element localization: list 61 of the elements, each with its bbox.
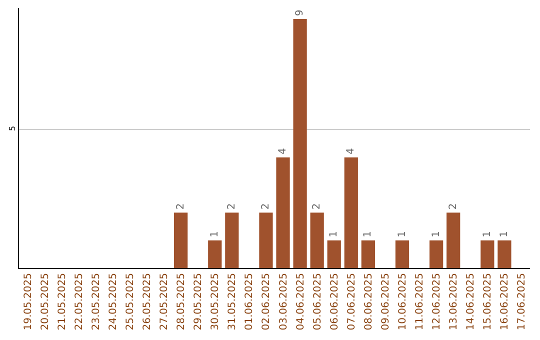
data-label: 2: [175, 203, 186, 210]
data-label: 2: [260, 203, 272, 210]
x-tick-label: 25.05.2025: [124, 273, 136, 330]
bar: [310, 212, 324, 268]
data-label: 2: [312, 203, 323, 210]
bar: [395, 240, 410, 268]
x-tick-label: 04.06.2025: [295, 273, 306, 330]
x-tick-label: 24.05.2025: [108, 273, 119, 330]
x-tick-label: 21.05.2025: [56, 273, 68, 330]
data-label: 1: [362, 230, 374, 238]
bar: [276, 157, 290, 268]
x-tick-label: 12.06.2025: [432, 273, 443, 330]
bar: [259, 212, 273, 268]
x-tick-label: 29.05.2025: [193, 273, 204, 330]
x-tick-label: 10.06.2025: [398, 273, 408, 330]
bar: [225, 212, 239, 268]
x-tick-label: 01.06.2025: [244, 273, 256, 330]
x-tick-label: 22.05.2025: [74, 273, 85, 330]
x-tick-label: 03.06.2025: [278, 273, 290, 330]
bar: [446, 212, 460, 268]
y-tick-label: 5: [8, 126, 17, 132]
bar: [174, 212, 188, 268]
x-tick-label: 06.06.2025: [329, 273, 340, 330]
data-label: 2: [448, 203, 459, 210]
x-tick-label: 13.06.2025: [448, 273, 460, 330]
x-tick-label: 27.05.2025: [159, 273, 170, 330]
x-tick-label: 19.05.2025: [22, 273, 34, 330]
data-label: 9: [294, 10, 306, 16]
x-tick-label: 02.06.2025: [261, 273, 272, 330]
x-tick-label: 09.06.2025: [380, 273, 392, 330]
x-tick-label: 26.05.2025: [142, 273, 153, 330]
bar: [344, 157, 358, 268]
x-tick-label: 28.05.2025: [176, 273, 188, 330]
data-label: 4: [278, 148, 289, 154]
x-tick-label: 16.06.2025: [500, 273, 511, 330]
x-tick-label: 14.06.2025: [466, 273, 477, 330]
bar: [430, 240, 444, 268]
x-tick-label: 15.06.2025: [482, 273, 494, 330]
data-label: 1: [498, 230, 510, 238]
x-tick-label: 23.05.2025: [90, 273, 102, 330]
data-label: 2: [226, 203, 238, 210]
bar: [327, 240, 341, 268]
x-tick-label: 31.05.2025: [227, 273, 238, 330]
data-label: 4: [346, 148, 357, 154]
bar: [208, 240, 222, 268]
x-tick-label: 05.06.2025: [312, 273, 324, 330]
data-label: 1: [328, 230, 340, 238]
x-tick-label: 08.06.2025: [363, 273, 374, 330]
bar: [498, 240, 512, 268]
bar: [293, 19, 307, 268]
data-label: 1: [482, 230, 493, 238]
data-label: 1: [209, 230, 220, 238]
x-tick-label: 20.05.2025: [40, 273, 51, 330]
x-tick-label: 07.06.2025: [346, 273, 358, 330]
bar: [480, 240, 494, 268]
x-tick-label: 17.06.2025: [516, 273, 528, 330]
bar: [361, 240, 375, 268]
x-tick-label: 30.05.2025: [210, 273, 222, 330]
data-label: 1: [430, 230, 442, 238]
x-tick-label: 11.06.2025: [414, 273, 426, 330]
data-label: 1: [396, 230, 408, 238]
